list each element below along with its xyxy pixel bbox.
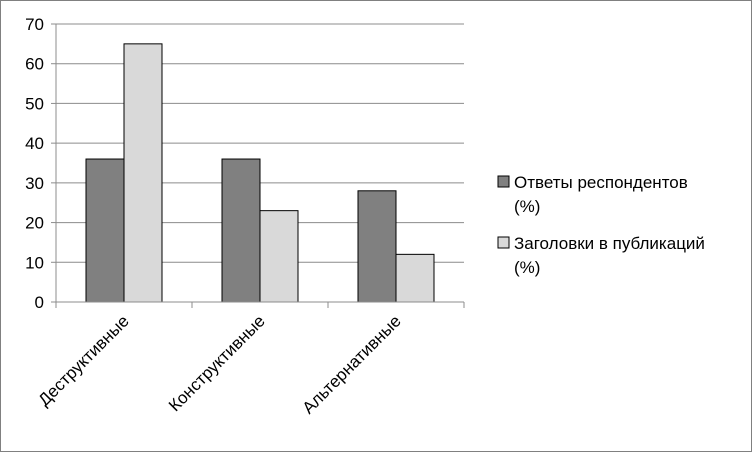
y-tick-label: 50 — [25, 94, 44, 113]
bar-respondents — [85, 158, 125, 303]
x-tick-labels: Деструктивные Конструктивные Альтернативны… — [35, 311, 405, 417]
bar-respondents — [221, 158, 261, 303]
x-tick-label: Конструктивные — [165, 311, 269, 415]
x-tick-label: Деструктивные — [35, 311, 133, 409]
legend-label-line: (%) — [514, 258, 540, 277]
legend-label: Ответы респондентов (%) — [514, 173, 688, 216]
bar-headlines — [259, 210, 299, 303]
legend-swatch — [497, 175, 510, 188]
legend: Ответы респондентов (%)Заголовки в публик… — [497, 173, 705, 277]
bar-headlines — [395, 253, 435, 303]
legend-swatch — [497, 236, 510, 249]
y-tick-label: 60 — [25, 55, 44, 74]
y-tick-label: 0 — [35, 293, 44, 312]
bar-respondents — [357, 190, 397, 303]
bar-headlines — [123, 43, 163, 303]
axes — [51, 23, 465, 308]
legend-label-line: (%) — [514, 197, 540, 216]
bars — [85, 43, 435, 303]
legend-label-line: Заголовки в публикаций — [514, 234, 705, 253]
y-tick-labels: 0 10 20 30 40 50 60 70 — [25, 15, 44, 312]
y-tick-label: 40 — [25, 134, 44, 153]
legend-label: Заголовки в публикаций (%) — [514, 234, 705, 277]
y-tick-label: 10 — [25, 253, 44, 272]
y-tick-label: 20 — [25, 214, 44, 233]
y-tick-label: 30 — [25, 174, 44, 193]
x-tick-label: Альтернативные — [299, 311, 405, 417]
y-tick-label: 70 — [25, 15, 44, 34]
legend-label-line: Ответы респондентов — [514, 173, 688, 192]
